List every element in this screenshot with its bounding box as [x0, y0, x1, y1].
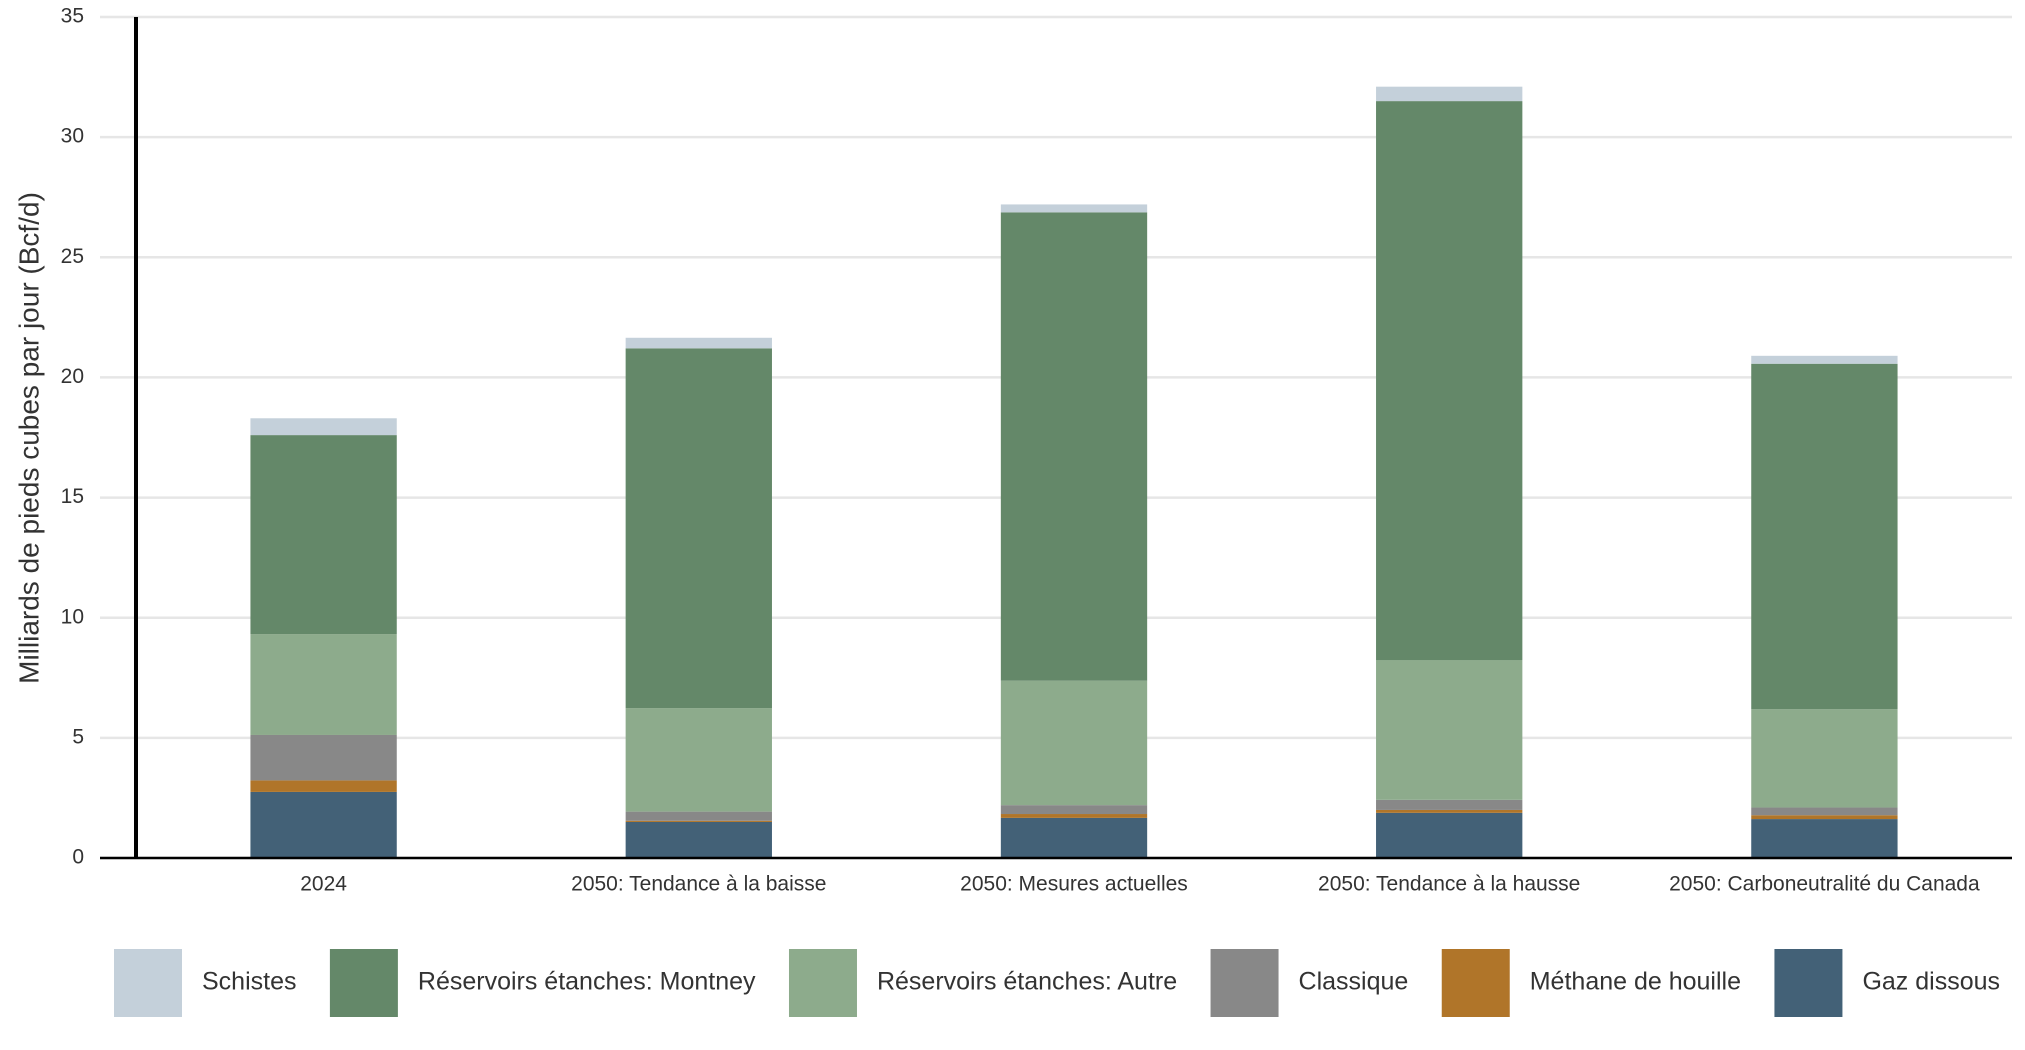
legend-label: Schistes: [202, 968, 296, 996]
bar-segment: [1751, 807, 1898, 816]
bar-segment: [1000, 204, 1148, 213]
x-tick-label: 2050: Tendance à la hausse: [1318, 873, 1580, 896]
legend-swatch: [1774, 949, 1843, 1017]
x-tick-label: 2050: Mesures actuelles: [960, 873, 1188, 896]
bar-segment: [250, 734, 397, 781]
y-tick-label: 25: [61, 245, 84, 268]
legend-swatch: [788, 949, 857, 1017]
y-tick-label: 0: [72, 846, 84, 869]
x-tick-label: 2050: Carboneutralité du Canada: [1669, 873, 1980, 896]
y-tick-label: 30: [61, 125, 84, 148]
legend-swatch: [114, 949, 182, 1017]
bar-segment: [1751, 355, 1898, 364]
bar-segment: [1751, 815, 1898, 820]
y-tick-label: 35: [61, 5, 84, 28]
bar-segment: [625, 821, 772, 858]
bar-segment: [625, 820, 772, 822]
bar-segment: [250, 418, 397, 436]
legend-label: Réservoirs étanches: Autre: [877, 968, 1177, 996]
bar-segment: [250, 791, 397, 858]
bar-segment: [1000, 817, 1148, 858]
legend-label: Réservoirs étanches: Montney: [418, 968, 756, 996]
y-tick-label: 10: [61, 605, 84, 628]
bar-segment: [1376, 101, 1523, 661]
bar-segment: [1751, 363, 1898, 710]
y-tick-label: 5: [72, 725, 84, 748]
bar-segment: [625, 337, 772, 349]
bar-segment: [625, 811, 772, 821]
y-tick-label: 15: [61, 485, 84, 508]
bar-segment: [250, 780, 397, 792]
bar-segment: [1376, 809, 1523, 813]
bar-segment: [250, 634, 397, 735]
legend-label: Classique: [1299, 968, 1409, 996]
bar-segment: [1000, 212, 1148, 681]
bar-segment: [1376, 799, 1523, 810]
bar-segment: [625, 708, 772, 812]
bar-segment: [1000, 805, 1148, 815]
bar-segment: [1000, 814, 1148, 818]
bar-segment: [1376, 812, 1523, 858]
bar-segment: [1751, 709, 1898, 808]
y-axis-title: Milliards de pieds cubes par jour (Bcf/d…: [13, 192, 44, 684]
bar-segment: [625, 348, 772, 709]
bar-segment: [1376, 660, 1523, 800]
legend-label: Méthane de houille: [1530, 968, 1741, 996]
bar-segment: [250, 435, 397, 635]
x-tick-label: 2050: Tendance à la baisse: [571, 873, 826, 896]
legend-swatch: [329, 949, 398, 1017]
bar-segment: [1376, 86, 1523, 102]
legend-swatch: [1210, 949, 1279, 1017]
y-tick-label: 20: [61, 365, 84, 388]
bar-segment: [1000, 680, 1148, 806]
legend-label: Gaz dissous: [1862, 968, 2000, 996]
bar-segment: [1751, 819, 1898, 858]
legend-swatch: [1441, 949, 1510, 1017]
x-tick-label: 2024: [300, 873, 347, 896]
